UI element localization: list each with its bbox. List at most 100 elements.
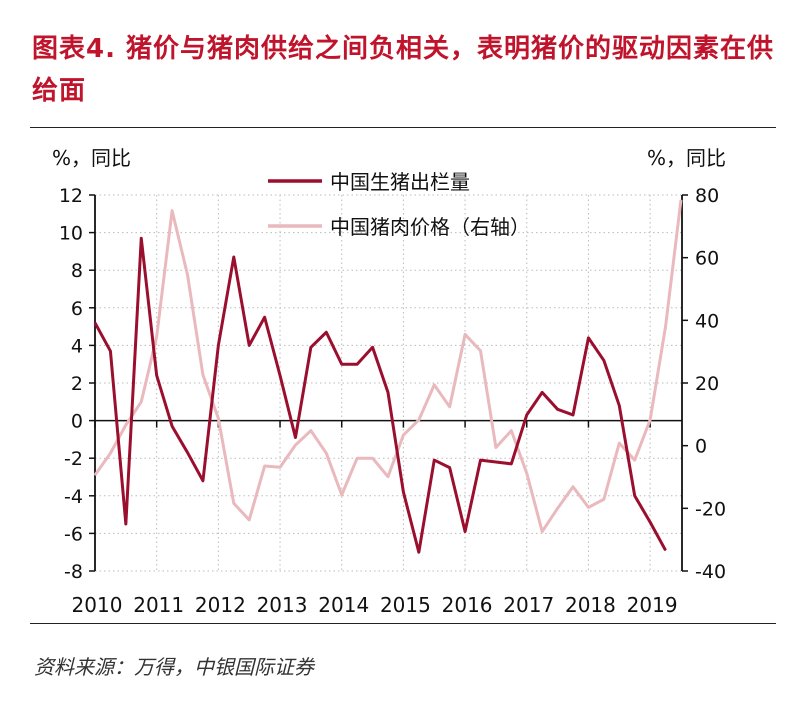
data-point-hog-slaughter [418, 551, 420, 553]
data-point-pork-price [557, 507, 559, 509]
x-axis-tick-label: 2010 [72, 593, 123, 617]
legend-label-hog-slaughter: 中国生猪出栏量 [330, 170, 470, 194]
data-point-pork-price [572, 486, 574, 488]
data-point-pork-price [217, 417, 219, 419]
data-point-pork-price [202, 374, 204, 376]
data-point-pork-price [233, 502, 235, 504]
data-point-hog-slaughter [572, 414, 574, 416]
data-point-hog-slaughter [109, 350, 111, 352]
data-point-hog-slaughter [125, 523, 127, 525]
data-point-pork-price [187, 274, 189, 276]
data-point-hog-slaughter [187, 452, 189, 454]
data-point-hog-slaughter [248, 344, 250, 346]
left-axis-tick-label: 12 [59, 185, 83, 207]
left-axis-tick-label: 2 [71, 373, 83, 395]
data-point-hog-slaughter [510, 463, 512, 465]
data-point-hog-slaughter [279, 374, 281, 376]
data-point-pork-price [449, 406, 451, 408]
data-point-hog-slaughter [495, 461, 497, 463]
bottom-divider [30, 623, 776, 624]
data-point-pork-price [402, 434, 404, 436]
left-axis-tick-label: 6 [71, 298, 83, 320]
data-point-pork-price [94, 474, 96, 476]
data-point-hog-slaughter [202, 480, 204, 482]
data-point-hog-slaughter [140, 237, 142, 239]
data-point-pork-price [618, 442, 620, 444]
data-point-pork-price [279, 466, 281, 468]
series-line-hog-slaughter [93, 236, 667, 554]
data-point-pork-price [526, 472, 528, 474]
legend: 中国生猪出栏量 中国猪肉价格（右轴） [268, 170, 530, 239]
x-axis-tick-label: 2019 [627, 593, 678, 617]
data-point-pork-price [325, 452, 327, 454]
right-axis-tick-label: 80 [695, 185, 719, 207]
right-axis-tick-label: 20 [695, 373, 719, 395]
left-axis-tick-label: 0 [71, 411, 83, 433]
data-point-hog-slaughter [310, 346, 312, 348]
data-point-hog-slaughter [156, 374, 158, 376]
data-point-pork-price [680, 199, 682, 201]
left-axis-tick-label: 8 [71, 260, 83, 282]
data-point-hog-slaughter [402, 491, 404, 493]
x-axis-tick-label: 2013 [257, 593, 308, 617]
data-point-pork-price [125, 424, 127, 426]
right-axis-unit: %，同比 [647, 146, 727, 170]
data-point-hog-slaughter [356, 363, 358, 365]
left-axis-tick-label: -4 [64, 486, 83, 508]
data-point-pork-price [294, 444, 296, 446]
left-axis-unit: %，同比 [52, 146, 132, 170]
data-point-pork-price [356, 457, 358, 459]
data-point-pork-price [464, 333, 466, 335]
left-axis-tick-label: -2 [64, 448, 83, 470]
data-point-pork-price [587, 506, 589, 508]
data-point-hog-slaughter [618, 405, 620, 407]
left-axis-tick-label: -6 [64, 523, 83, 545]
right-axis-tick-label: -20 [695, 498, 726, 520]
x-axis-tick-label: 2011 [133, 593, 184, 617]
right-axis-tick-label: 60 [695, 248, 719, 270]
data-point-hog-slaughter [171, 425, 173, 427]
right-axis-tick-label: -40 [695, 561, 726, 583]
x-axis-tick-label: 2017 [503, 593, 554, 617]
data-point-pork-price [372, 457, 374, 459]
data-point-hog-slaughter [634, 495, 636, 497]
source-note: 资料来源：万得，中银国际证券 [34, 655, 314, 679]
right-axis-tick-label: 40 [695, 310, 719, 332]
data-point-hog-slaughter [649, 521, 651, 523]
x-axis-tick-label: 2012 [195, 593, 246, 617]
data-point-pork-price [310, 430, 312, 432]
data-point-hog-slaughter [325, 331, 327, 333]
top-divider [30, 127, 776, 128]
data-point-pork-price [480, 350, 481, 352]
data-point-pork-price [649, 419, 651, 421]
x-axis-tick-label: 2014 [318, 593, 369, 617]
data-point-hog-slaughter [464, 531, 466, 533]
data-point-hog-slaughter [372, 346, 374, 348]
data-point-pork-price [171, 210, 173, 212]
x-axis-tick-label: 2015 [380, 593, 431, 617]
data-point-hog-slaughter [387, 391, 389, 393]
data-point-pork-price [665, 326, 667, 328]
data-point-hog-slaughter [526, 414, 528, 416]
data-point-pork-price [264, 465, 266, 467]
data-point-hog-slaughter [433, 459, 435, 461]
left-axis-tick-label: -8 [64, 561, 83, 583]
data-point-pork-price [418, 419, 420, 421]
data-point-hog-slaughter [449, 467, 451, 469]
data-point-hog-slaughter [603, 359, 605, 361]
x-axis-tick-label: 2016 [442, 593, 493, 617]
data-point-pork-price [541, 531, 543, 533]
x-axis-tick-label: 2018 [565, 593, 616, 617]
data-point-pork-price [109, 452, 111, 454]
data-point-pork-price [140, 401, 142, 403]
data-point-pork-price [248, 519, 250, 521]
right-axis-tick-label: 0 [695, 436, 707, 458]
data-point-pork-price [433, 384, 435, 386]
data-point-hog-slaughter [541, 391, 543, 393]
data-point-hog-slaughter [294, 437, 296, 439]
data-point-pork-price [387, 476, 389, 478]
data-point-hog-slaughter [665, 549, 667, 551]
data-point-hog-slaughter [217, 344, 219, 346]
data-point-hog-slaughter [94, 322, 96, 324]
